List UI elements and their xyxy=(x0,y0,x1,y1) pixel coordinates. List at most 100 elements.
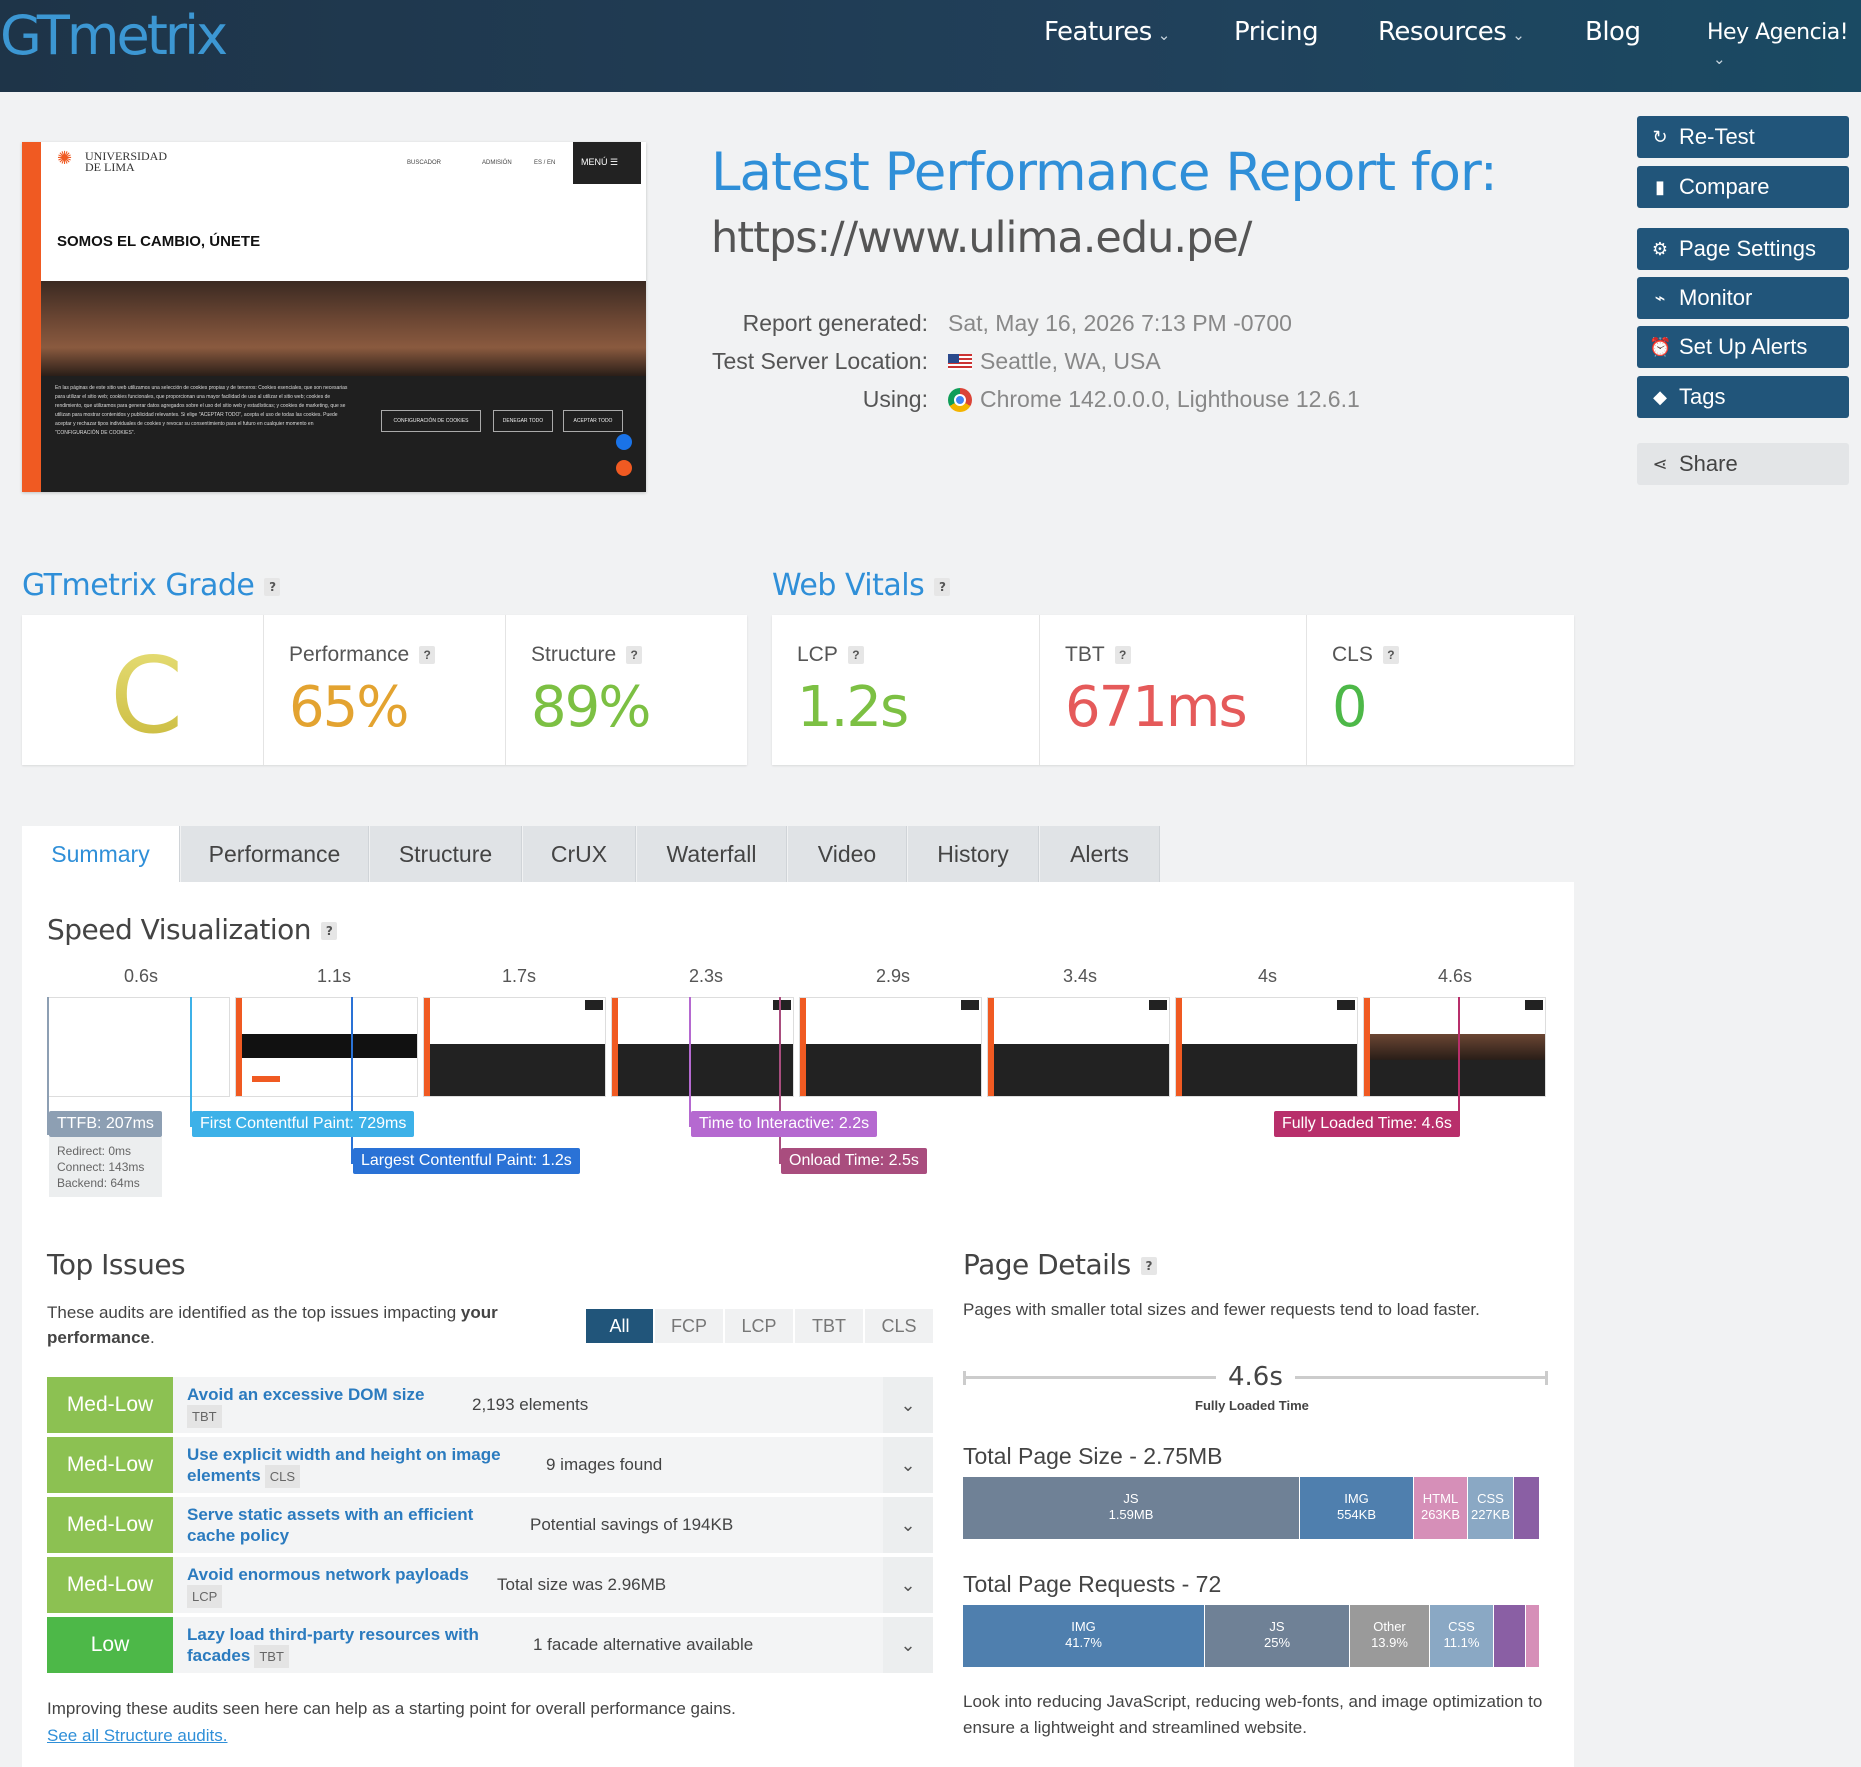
set-up-alerts-button[interactable]: ⏰ Set Up Alerts xyxy=(1637,326,1849,368)
gtmetrix-grade-heading-text: GTmetrix Grade xyxy=(22,568,255,603)
tab-video[interactable]: Video xyxy=(788,826,907,882)
help-icon[interactable]: ? xyxy=(934,577,951,596)
request-segment-css[interactable]: CSS 11.1% xyxy=(1430,1605,1494,1667)
chevron-down-icon[interactable]: ⌄ xyxy=(883,1377,933,1433)
issue-title[interactable]: Avoid enormous network payloads LCP xyxy=(187,1564,469,1608)
monitor-button[interactable]: ⌁ Monitor xyxy=(1637,277,1849,319)
compare-button[interactable]: ▮ Compare xyxy=(1637,166,1849,208)
chevron-down-icon: ⌄ xyxy=(1713,50,1726,68)
tab-alerts[interactable]: Alerts xyxy=(1040,826,1160,882)
request-segment-img[interactable]: IMG 41.7% xyxy=(963,1605,1205,1667)
help-icon[interactable]: ? xyxy=(419,646,436,665)
chevron-down-icon[interactable]: ⌄ xyxy=(883,1557,933,1613)
filmstrip-frame[interactable] xyxy=(47,997,230,1097)
chevron-down-icon[interactable]: ⌄ xyxy=(883,1437,933,1493)
issue-row[interactable]: Med-Low Serve static assets with an effi… xyxy=(47,1497,933,1553)
time-tick: 3.4s xyxy=(1063,966,1098,986)
help-icon[interactable]: ? xyxy=(1114,646,1131,665)
issue-title[interactable]: Use explicit width and height on image el… xyxy=(187,1444,501,1488)
issue-row[interactable]: Med-Low Avoid enormous network payloads L… xyxy=(47,1557,933,1613)
time-tick: 2.9s xyxy=(876,966,911,986)
size-segment-img[interactable]: IMG 554KB xyxy=(1300,1477,1414,1539)
filter-cls-button[interactable]: CLS xyxy=(865,1309,933,1343)
filter-fcp-button[interactable]: FCP xyxy=(655,1309,723,1343)
chevron-down-icon[interactable]: ⌄ xyxy=(883,1497,933,1553)
issue-row[interactable]: Low Lazy load third-party resources with… xyxy=(47,1617,933,1673)
tab-waterfall[interactable]: Waterfall xyxy=(637,826,787,882)
help-icon[interactable]: ? xyxy=(264,577,281,596)
issue-title[interactable]: Serve static assets with an efficient cac… xyxy=(187,1504,473,1546)
alerts-label: Set Up Alerts xyxy=(1679,334,1808,359)
request-segment-font[interactable] xyxy=(1494,1605,1526,1667)
filmstrip-frame[interactable] xyxy=(611,997,794,1097)
web-vitals-heading-text: Web Vitals xyxy=(772,568,925,603)
segment-value: 11.1% xyxy=(1443,1635,1480,1650)
size-segment-html[interactable]: HTML 263KB xyxy=(1414,1477,1468,1539)
ttfb-marker-line xyxy=(47,997,49,1135)
speed-visualization-heading-text: Speed Visualization xyxy=(47,913,312,946)
segment-value: 1.59MB xyxy=(1108,1507,1154,1522)
help-icon[interactable]: ? xyxy=(847,646,864,665)
request-segment-html[interactable] xyxy=(1526,1605,1540,1667)
top-issues-desc-text: These audits are identified as the top i… xyxy=(47,1303,461,1322)
filter-all-button[interactable]: All xyxy=(586,1309,653,1343)
share-button[interactable]: ⋖ Share xyxy=(1637,443,1849,485)
filmstrip-frame[interactable] xyxy=(799,997,982,1097)
help-icon[interactable]: ? xyxy=(626,646,643,665)
tags-button[interactable]: ◆ Tags xyxy=(1637,376,1849,418)
report-title: Latest Performance Report for: xyxy=(711,142,1498,203)
size-segment-other[interactable] xyxy=(1514,1477,1540,1539)
filmstrip-frame[interactable] xyxy=(1175,997,1358,1097)
retest-button[interactable]: ↻ Re-Test xyxy=(1637,116,1849,158)
nav-blog[interactable]: Blog xyxy=(1585,17,1641,47)
issue-row[interactable]: Med-Low Use explicit width and height on… xyxy=(47,1437,933,1493)
screenshot-hero-photo xyxy=(41,281,646,376)
size-segment-css[interactable]: CSS 227KB xyxy=(1468,1477,1514,1539)
segment-value: 554KB xyxy=(1336,1507,1377,1522)
filmstrip-frame[interactable] xyxy=(987,997,1170,1097)
filmstrip-frame[interactable] xyxy=(423,997,606,1097)
gtmetrix-logo[interactable]: GTmetrix xyxy=(0,4,228,67)
see-all-structure-audits-link[interactable]: See all Structure audits. xyxy=(47,1726,228,1745)
screenshot-headline: SOMOS EL CAMBIO, ÚNETE xyxy=(57,233,261,250)
tbt-label-text: TBT xyxy=(1065,643,1105,666)
page-settings-button[interactable]: ⚙ Page Settings xyxy=(1637,228,1849,270)
severity-badge: Low xyxy=(47,1617,173,1673)
nav-account[interactable]: Hey Agencia! ⌄ xyxy=(1707,20,1861,70)
help-icon[interactable]: ? xyxy=(321,922,338,940)
tab-structure[interactable]: Structure xyxy=(370,826,522,882)
page-size-bar: JS 1.59MB IMG 554KB HTML 263KB CSS 227KB xyxy=(963,1477,1543,1539)
issue-title[interactable]: Avoid an excessive DOM size TBT xyxy=(187,1384,424,1428)
issue-title[interactable]: Lazy load third-party resources with faca… xyxy=(187,1624,479,1668)
onload-label: Onload Time: 2.5s xyxy=(781,1148,927,1174)
request-segment-other[interactable]: Other 13.9% xyxy=(1350,1605,1430,1667)
nav-features[interactable]: Features ⌄ xyxy=(1044,17,1170,47)
timeline-start-cap xyxy=(963,1371,966,1385)
filmstrip-frame[interactable] xyxy=(1363,997,1546,1097)
tab-performance[interactable]: Performance xyxy=(181,826,369,882)
filter-tbt-button[interactable]: TBT xyxy=(795,1309,863,1343)
issue-value: 9 images found xyxy=(546,1455,663,1474)
tab-summary[interactable]: Summary xyxy=(22,826,180,882)
top-issues-desc-bold1: your xyxy=(460,1303,498,1322)
nav-pricing[interactable]: Pricing xyxy=(1234,17,1319,47)
issue-tag: CLS xyxy=(264,1465,300,1488)
help-icon[interactable]: ? xyxy=(1140,1257,1157,1275)
request-segment-js[interactable]: JS 25% xyxy=(1205,1605,1350,1667)
filter-lcp-button[interactable]: LCP xyxy=(725,1309,793,1343)
report-url[interactable]: https://www.ulima.edu.pe/ xyxy=(711,213,1252,263)
tab-crux[interactable]: CrUX xyxy=(523,826,636,882)
nav-resources[interactable]: Resources ⌄ xyxy=(1378,17,1525,47)
help-icon[interactable]: ? xyxy=(1382,646,1399,665)
segment-label: JS xyxy=(1123,1491,1139,1506)
screenshot-nav-lang: ES / EN xyxy=(534,160,556,166)
size-segment-js[interactable]: JS 1.59MB xyxy=(963,1477,1300,1539)
issue-row[interactable]: Med-Low Avoid an excessive DOM size TBT 2… xyxy=(47,1377,933,1433)
tab-history[interactable]: History xyxy=(908,826,1039,882)
issue-title-text: Use explicit width and height on image xyxy=(187,1445,501,1464)
issue-title-text2: cache policy xyxy=(187,1526,290,1545)
time-tick: 4.6s xyxy=(1438,966,1473,986)
severity-badge: Med-Low xyxy=(47,1497,173,1553)
chevron-down-icon[interactable]: ⌄ xyxy=(883,1617,933,1673)
filmstrip-frame[interactable] xyxy=(235,997,418,1097)
